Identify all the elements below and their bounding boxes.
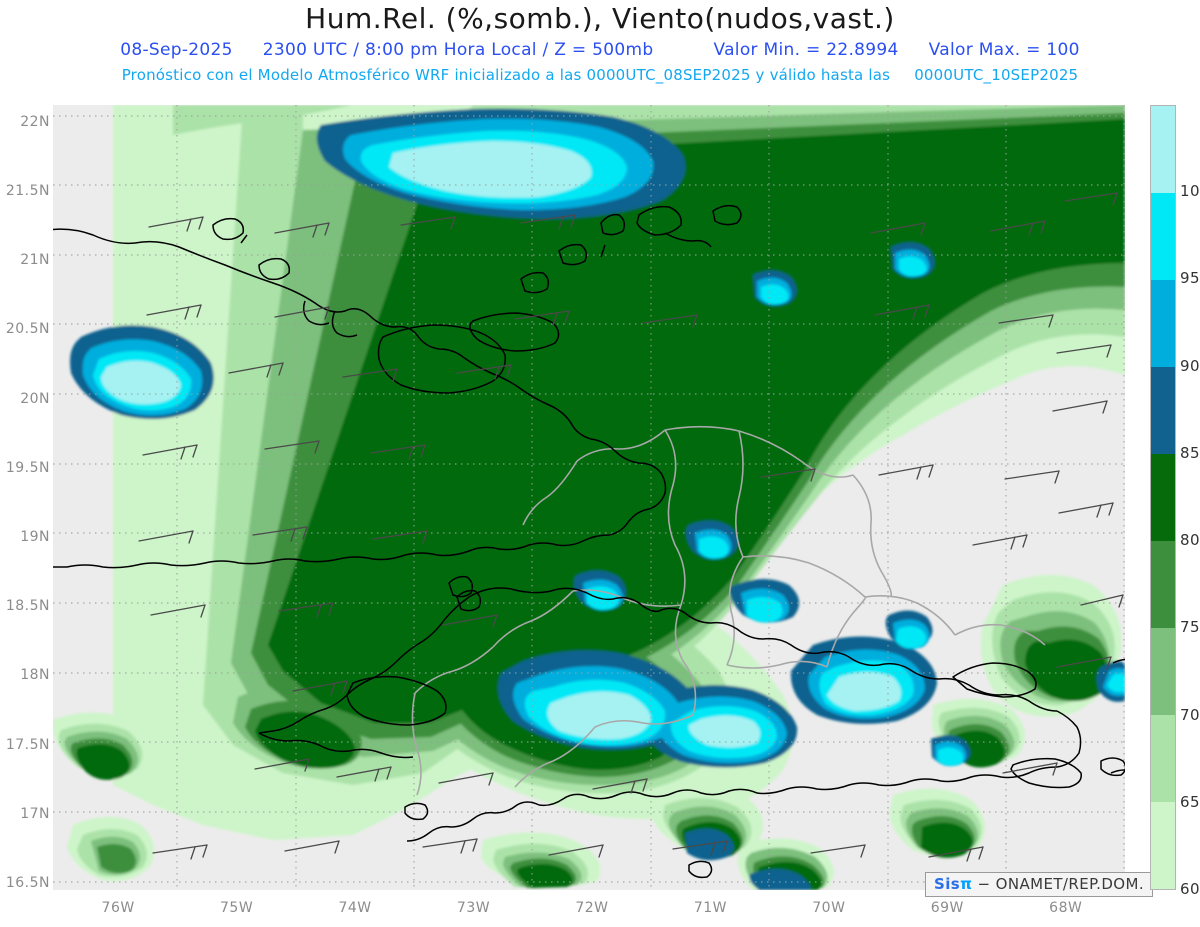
colorbar-band xyxy=(1151,454,1175,541)
forecast-date: 08-Sep-2025 xyxy=(120,40,233,60)
colorbar-band xyxy=(1151,628,1175,715)
colorbar-tick-label: 85 xyxy=(1180,443,1200,462)
y-axis-tick-label: 21.5N xyxy=(5,182,50,199)
model-note: Pronóstico con el Modelo Atmosférico WRF… xyxy=(0,66,1200,84)
map-gridlines xyxy=(53,105,1125,890)
colorbar-band xyxy=(1151,106,1175,193)
colorbar-band xyxy=(1151,193,1175,280)
level-label: Z = 500mb xyxy=(554,40,654,60)
model-note-text: Pronóstico con el Modelo Atmosférico WRF… xyxy=(121,66,891,84)
y-axis-tick-label: 19N xyxy=(20,528,50,545)
colorbar-band xyxy=(1151,541,1175,628)
y-axis-tick-label: 18.5N xyxy=(5,598,50,615)
colorbar xyxy=(1150,105,1176,890)
x-axis-tick-label: 76W xyxy=(101,900,135,916)
logo-pi-icon: π xyxy=(960,875,973,893)
x-axis-tick-label: 70W xyxy=(812,900,846,916)
utc-time: 2300 UTC xyxy=(262,40,348,60)
y-axis-tick-label: 20N xyxy=(20,390,50,407)
map-plot-area[interactable] xyxy=(53,105,1125,890)
x-axis-tick-label: 72W xyxy=(575,900,609,916)
subtitle-line: 08-Sep-2025 2300 UTC / 8:00 pm Hora Local… xyxy=(0,40,1200,60)
colorbar-tick-label: 90 xyxy=(1180,356,1200,375)
colorbar-band xyxy=(1151,715,1175,802)
separator-2: / xyxy=(542,40,549,60)
y-axis-tick-label: 18N xyxy=(20,667,50,684)
coastlines xyxy=(53,204,1125,879)
colorbar-band xyxy=(1151,367,1175,454)
valor-max: Valor Max. = 100 xyxy=(928,40,1080,60)
colorbar-ticks: 100 95 90 85 80 75 70 65 60 xyxy=(1178,105,1200,898)
humidity-shading xyxy=(53,105,1125,890)
x-axis-tick-label: 68W xyxy=(1049,900,1083,916)
local-time: 8:00 pm Hora Local xyxy=(365,40,537,60)
colorbar-tick-label: 60 xyxy=(1180,880,1200,898)
logo-sis-text: Sis xyxy=(934,875,961,893)
onamet-logo-badge: Sisπ − ONAMET/REP.DOM. xyxy=(925,872,1154,897)
y-axis: 22N 21.5N 21N 20.5N 20N 19.5N 19N 18.5N 18N 17.5N… xyxy=(0,105,53,892)
x-axis-tick-label: 74W xyxy=(338,900,372,916)
colorbar-tick-label: 75 xyxy=(1180,618,1200,637)
x-axis: 76W 75W 74W 73W 72W 71W 70W 69W 68W xyxy=(53,898,1125,922)
separator-1: / xyxy=(353,40,360,60)
colorbar-band xyxy=(1151,280,1175,367)
y-axis-tick-label: 22N xyxy=(20,113,50,130)
y-axis-tick-label: 17.5N xyxy=(5,736,50,753)
x-axis-tick-label: 75W xyxy=(220,900,254,916)
colorbar-tick-label: 100 xyxy=(1180,182,1200,201)
x-axis-tick-label: 71W xyxy=(693,900,727,916)
y-axis-tick-label: 16.5N xyxy=(5,875,50,892)
colorbar-band xyxy=(1151,802,1175,889)
colorbar-tick-label: 70 xyxy=(1180,705,1200,724)
colorbar-tick-label: 95 xyxy=(1180,269,1200,288)
x-axis-tick-label: 73W xyxy=(456,900,491,916)
humidity-contour-map xyxy=(53,105,1125,890)
model-valid-until: 0000UTC_10SEP2025 xyxy=(914,66,1079,84)
wind-barbs xyxy=(138,192,1124,862)
colorbar-tick-label: 80 xyxy=(1180,531,1200,550)
y-axis-tick-label: 17N xyxy=(20,805,50,822)
y-axis-tick-label: 21N xyxy=(20,252,50,269)
logo-org-text: − ONAMET/REP.DOM. xyxy=(977,875,1145,893)
page-title: Hum.Rel. (%,somb.), Viento(nudos,vast.) xyxy=(305,2,895,35)
y-axis-tick-label: 19.5N xyxy=(5,459,50,476)
valor-min: Valor Min. = 22.8994 xyxy=(713,40,899,60)
x-axis-tick-label: 69W xyxy=(930,900,964,916)
colorbar-tick-label: 65 xyxy=(1180,792,1200,811)
y-axis-tick-label: 20.5N xyxy=(5,321,50,338)
